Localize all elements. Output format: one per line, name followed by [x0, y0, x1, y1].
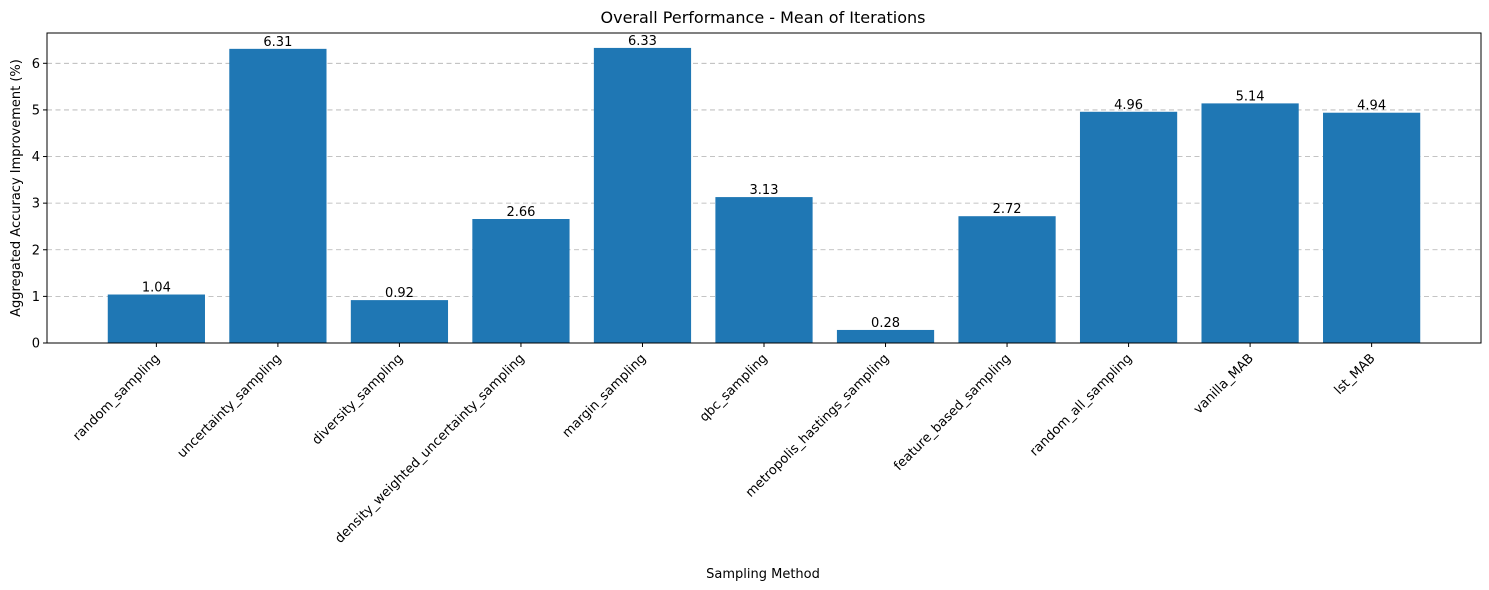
x-tick-label: margin_sampling	[560, 351, 650, 441]
data-label: 0.28	[871, 316, 900, 331]
x-tick-label: qbc_sampling	[697, 351, 771, 425]
chart-title: Overall Performance - Mean of Iterations	[601, 8, 926, 27]
x-tick-label: random_sampling	[70, 351, 163, 444]
x-tick-label: lst_MAB	[1332, 351, 1379, 398]
y-tick-label: 4	[32, 150, 40, 165]
x-axis-label: Sampling Method	[706, 567, 820, 582]
x-tick-label: vanilla_MAB	[1191, 351, 1257, 417]
plot-frame	[46, 32, 1482, 344]
bar-layer	[107, 47, 1421, 344]
bar-lst_MAB	[1323, 112, 1421, 343]
bar-metropolis_hastings_sampling	[836, 329, 935, 343]
y-tick-label: 5	[32, 103, 40, 118]
x-tick-label: diversity_sampling	[309, 351, 406, 448]
bar-vanilla_MAB	[1201, 103, 1299, 343]
data-label-layer: 1.04 6.31 0.92 2.66 6.33 3.13 0.28 2.72 4.96 5.14…	[142, 34, 1386, 331]
data-label: 2.72	[993, 202, 1022, 217]
data-label: 1.04	[142, 281, 171, 296]
x-tick-label: uncertainty_sampling	[175, 351, 285, 461]
y-tick-label: 0	[32, 337, 40, 352]
bar-uncertainty_sampling	[229, 48, 327, 344]
bar-diversity_sampling	[350, 300, 449, 343]
x-tick-label: density_weighted_uncertainty_sampling	[332, 351, 527, 546]
data-label: 2.66	[506, 205, 535, 220]
bar-qbc_sampling	[715, 197, 813, 343]
data-label: 6.31	[263, 35, 292, 50]
y-tick-label: 3	[32, 197, 40, 212]
y-tick-label: 2	[32, 243, 40, 258]
data-label: 4.94	[1357, 99, 1386, 114]
y-tick-label: 6	[32, 57, 40, 72]
x-tick-label: metropolis_hastings_sampling	[743, 351, 892, 500]
data-label: 5.14	[1236, 89, 1265, 104]
x-tick-label: feature_based_sampling	[891, 351, 1014, 474]
data-label: 4.96	[1114, 98, 1143, 113]
y-tick-label: 1	[32, 290, 40, 305]
bar-random_all_sampling	[1079, 111, 1178, 343]
x-tick-label: random_all_sampling	[1027, 351, 1135, 459]
bar-density_weighted_uncertainty_sampling	[472, 219, 570, 343]
bar-random_sampling	[107, 294, 205, 343]
data-label: 6.33	[628, 34, 657, 49]
data-label: 3.13	[750, 183, 779, 198]
bar-feature_based_sampling	[958, 216, 1056, 343]
data-label: 0.92	[385, 286, 414, 301]
bar-margin_sampling	[593, 47, 692, 343]
y-axis-label: Aggregated Accuracy Improvement (%)	[9, 59, 24, 317]
